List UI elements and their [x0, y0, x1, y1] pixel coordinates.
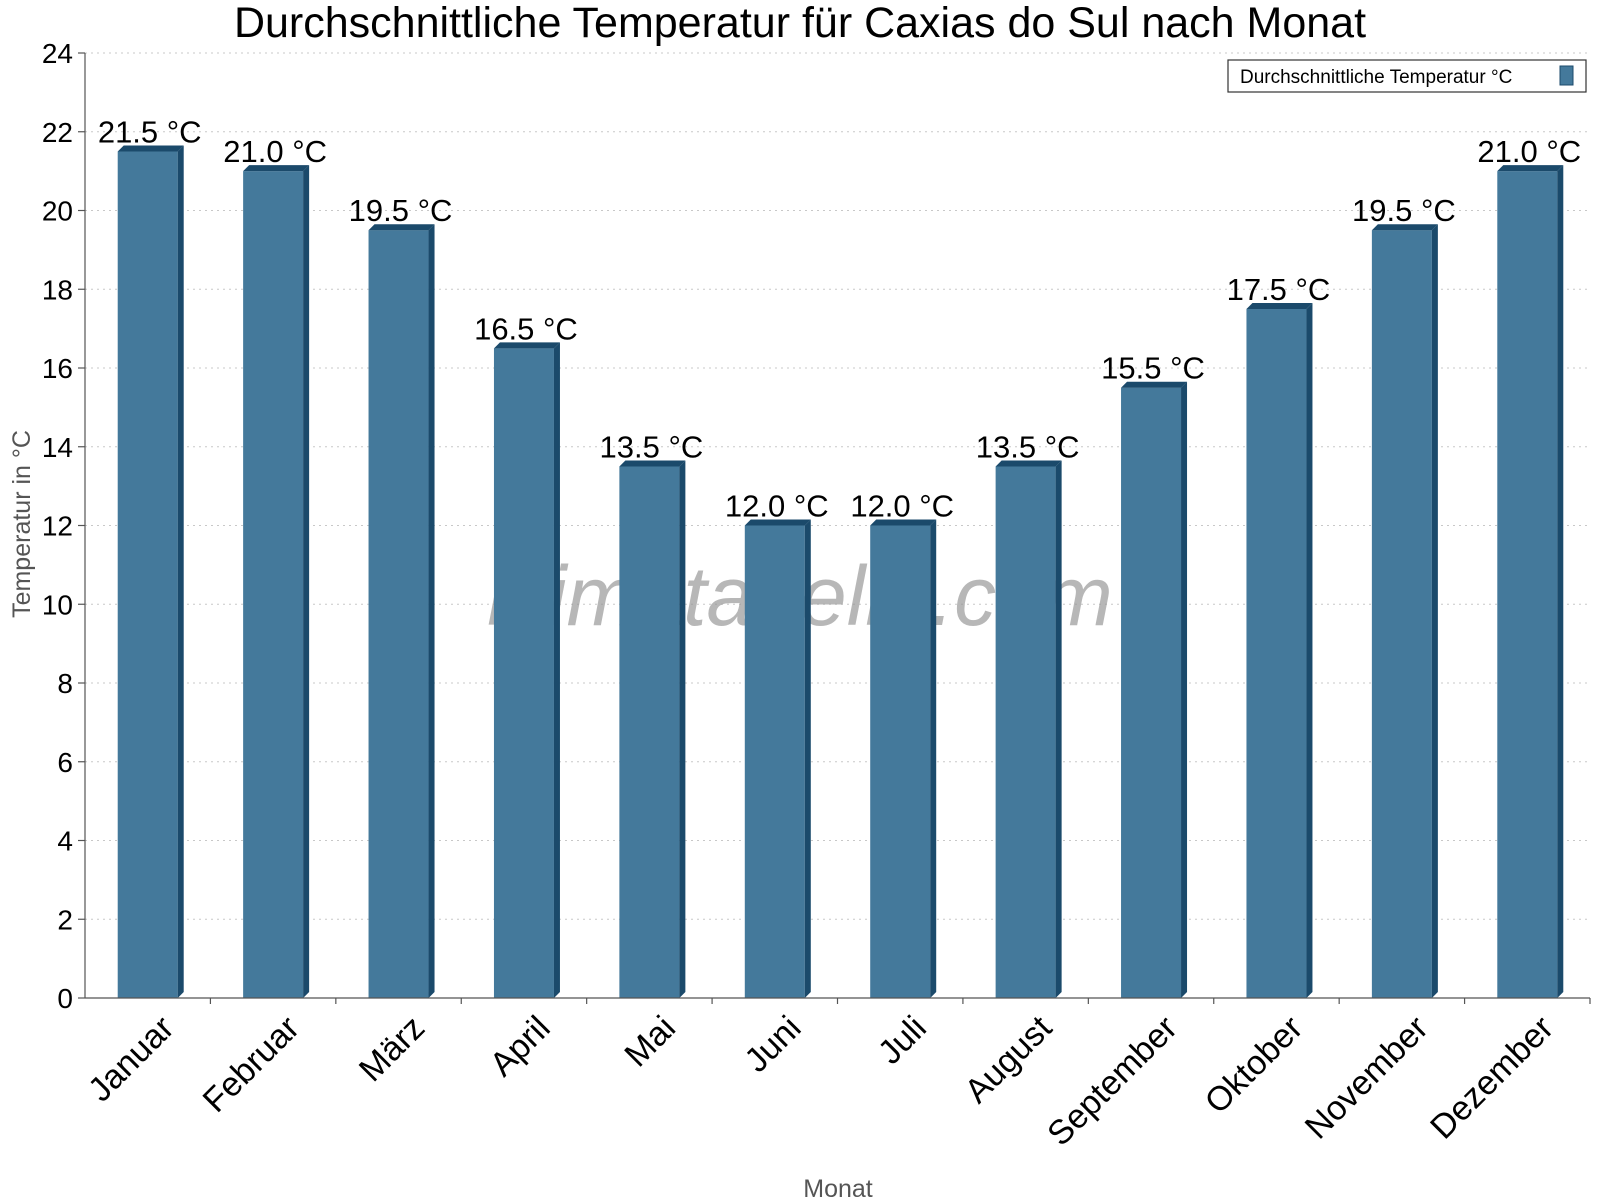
y-tick-label: 6	[57, 747, 73, 778]
bar-face	[995, 466, 1056, 998]
bar-face	[368, 230, 429, 998]
x-tick-label: Juli	[871, 1009, 934, 1072]
bar-side	[303, 165, 310, 998]
bar-side	[1306, 302, 1313, 998]
bar	[870, 519, 937, 998]
axes	[78, 52, 1591, 1004]
x-tick-label: April	[483, 1009, 558, 1084]
bar-top	[995, 460, 1062, 467]
x-tick-label: August	[958, 1008, 1060, 1110]
bars	[117, 145, 1564, 998]
data-label: 15.5 °C	[1101, 351, 1205, 386]
bar	[995, 460, 1062, 998]
x-tick-label: Mai	[617, 1009, 683, 1075]
bar-top	[368, 224, 435, 231]
bar-top	[619, 460, 686, 467]
y-tick-label: 22	[42, 117, 73, 148]
y-axis-label: Temperatur in °C	[8, 430, 36, 618]
bar-side	[553, 342, 560, 998]
data-label: 21.0 °C	[1477, 134, 1581, 169]
legend-swatch	[1559, 65, 1574, 86]
x-tick-label: März	[352, 1009, 432, 1089]
data-label: 19.5 °C	[1352, 193, 1456, 228]
data-label: 13.5 °C	[976, 429, 1080, 464]
bar-top	[1371, 224, 1438, 231]
y-tick-label: 16	[42, 353, 73, 384]
bar	[1246, 302, 1313, 998]
bar-face	[243, 171, 304, 998]
y-tick-label: 8	[57, 668, 73, 699]
data-labels: 21.5 °C 21.0 °C 19.5 °C 16.5 °C 13.5 °C 12.0 …	[98, 114, 1581, 523]
bar	[368, 224, 435, 998]
bar-face	[619, 466, 680, 998]
bar-top	[1246, 302, 1313, 309]
legend-entry-label: Durchschnittliche Temperatur °C	[1240, 67, 1512, 88]
x-tick-label: September	[1040, 1009, 1184, 1153]
bar-face	[117, 151, 178, 998]
bar-side	[1431, 224, 1438, 998]
bar-face	[870, 525, 931, 998]
bar	[1121, 381, 1188, 998]
bar-side	[804, 519, 811, 998]
bar-top	[117, 145, 184, 152]
y-tick-label: 12	[42, 511, 73, 542]
x-tick-label: Oktober	[1198, 1009, 1310, 1121]
x-tick-label: Juni	[737, 1009, 808, 1080]
y-tick-label: 24	[42, 38, 73, 69]
bar-face	[493, 348, 554, 998]
y-tick-label: 20	[42, 196, 73, 227]
x-tick-labels: Januar Februar März April Mai Juni Juli AugustS…	[81, 1008, 1561, 1153]
bar-face	[1371, 230, 1432, 998]
y-tick-label: 2	[57, 904, 73, 935]
bar	[493, 342, 560, 998]
x-axis-label: Monat	[803, 1175, 873, 1200]
bar-side	[1181, 381, 1188, 998]
bar-top	[493, 342, 560, 349]
bar-side	[177, 145, 184, 998]
bar-top	[1121, 381, 1188, 388]
legend: Durchschnittliche Temperatur °C	[1227, 59, 1587, 93]
data-label: 21.5 °C	[98, 114, 202, 149]
bar-face	[744, 525, 805, 998]
bar-side	[679, 460, 686, 998]
x-tick-label: Februar	[196, 1009, 307, 1120]
data-label: 13.5 °C	[600, 429, 704, 464]
bar-top	[870, 519, 937, 526]
bar	[1497, 165, 1564, 998]
bar-side	[1055, 460, 1062, 998]
bar-side	[930, 519, 937, 998]
bar-top	[243, 165, 310, 172]
data-label: 17.5 °C	[1227, 272, 1331, 307]
y-tick-label: 18	[42, 274, 73, 305]
bar	[744, 519, 811, 998]
bar-face	[1246, 308, 1307, 998]
x-tick-label: November	[1298, 1009, 1436, 1147]
y-tick-label: 4	[57, 826, 73, 857]
bar	[243, 165, 310, 998]
data-label: 12.0 °C	[725, 489, 829, 524]
data-label: 21.0 °C	[223, 134, 327, 169]
bar-top	[744, 519, 811, 526]
chart-title: Durchschnittliche Temperatur für Caxias …	[234, 0, 1366, 47]
x-tick-label: Dezember	[1423, 1009, 1561, 1147]
y-tick-label: 10	[42, 589, 73, 620]
data-label: 19.5 °C	[349, 193, 453, 228]
x-tick-label: Januar	[81, 1009, 181, 1109]
bar	[1371, 224, 1438, 998]
data-label: 16.5 °C	[474, 311, 578, 346]
y-tick-label: 14	[42, 432, 73, 463]
bar-top	[1497, 165, 1564, 172]
data-label: 12.0 °C	[850, 489, 954, 524]
bar	[619, 460, 686, 998]
bar	[117, 145, 184, 998]
bar-side	[428, 224, 435, 998]
legend-box	[1227, 59, 1587, 93]
gridlines	[85, 52, 1590, 920]
y-tick-label: 0	[57, 983, 73, 1014]
bar-face	[1121, 387, 1182, 998]
bar-face	[1497, 171, 1558, 998]
bar-side	[1557, 165, 1564, 998]
